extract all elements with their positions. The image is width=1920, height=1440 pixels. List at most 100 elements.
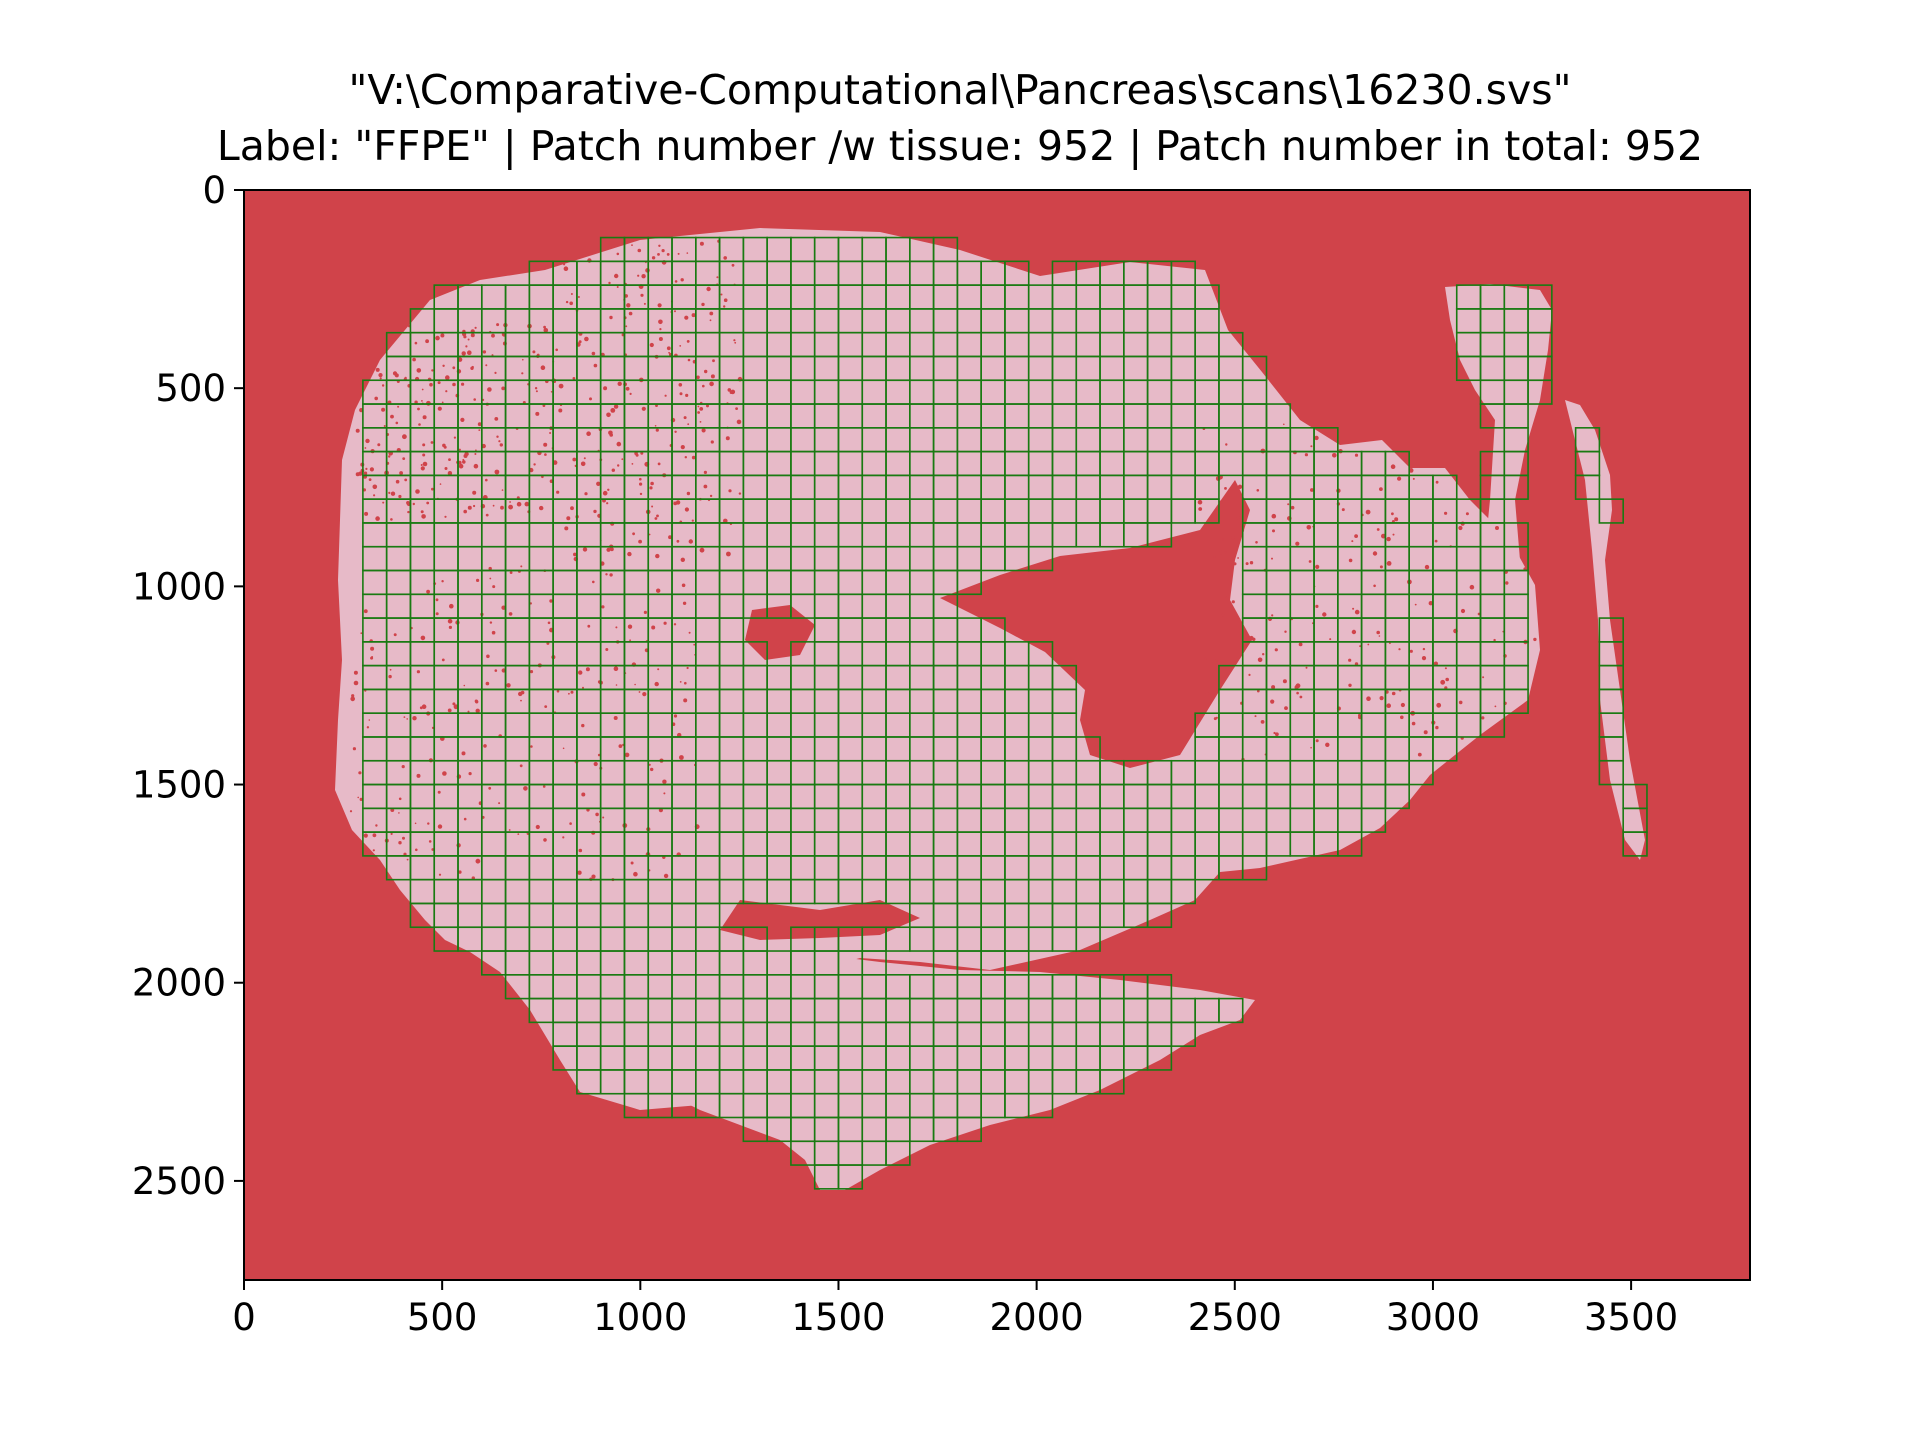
speckle (467, 710, 470, 713)
speckle (1282, 679, 1287, 684)
speckle (501, 668, 506, 673)
speckle (1325, 742, 1330, 747)
speckle (591, 874, 596, 879)
speckle (1237, 557, 1239, 559)
speckle (1436, 702, 1442, 708)
speckle (439, 483, 442, 485)
speckle (640, 293, 644, 297)
speckle (463, 509, 468, 514)
speckle (1257, 689, 1260, 693)
speckle (564, 526, 569, 531)
speckle (626, 303, 631, 308)
speckle (702, 384, 705, 388)
speckle (426, 589, 430, 594)
speckle (1304, 453, 1308, 457)
speckle (706, 286, 711, 292)
speckle (582, 686, 584, 689)
speckle (476, 578, 480, 583)
speckle (655, 404, 658, 407)
speckle (1412, 477, 1415, 480)
speckle (583, 457, 586, 460)
speckle (417, 407, 420, 411)
patch-cell (1194, 498, 1220, 524)
speckle (473, 504, 476, 508)
speckle (613, 404, 619, 409)
speckle (659, 328, 662, 331)
speckle (1348, 683, 1352, 687)
speckle (518, 691, 523, 697)
speckle (676, 539, 680, 543)
speckle (674, 310, 676, 313)
speckle (1417, 752, 1422, 757)
speckle (1295, 683, 1301, 689)
speckle (686, 252, 689, 254)
speckle (534, 387, 538, 390)
speckle (617, 381, 622, 386)
speckle (1386, 536, 1391, 542)
x-tick-label: 2500 (1188, 1296, 1282, 1339)
speckle (563, 266, 569, 272)
speckle (457, 357, 463, 362)
speckle (544, 453, 547, 456)
speckle (709, 311, 714, 316)
speckle (699, 241, 704, 246)
speckle (555, 348, 558, 352)
speckle (1422, 647, 1426, 651)
speckle (651, 505, 654, 508)
speckle (458, 448, 461, 451)
speckle (431, 369, 434, 372)
speckle (654, 425, 657, 427)
speckle (1376, 528, 1380, 531)
speckle (1270, 699, 1275, 704)
speckle (420, 464, 423, 466)
speckle (442, 443, 446, 448)
speckle (703, 484, 708, 489)
speckle (712, 359, 715, 363)
speckle (388, 491, 391, 494)
speckle (1315, 604, 1319, 609)
speckle (372, 833, 377, 838)
speckle (637, 274, 640, 277)
patch-cell (885, 1140, 911, 1166)
speckle (655, 553, 660, 559)
patch-cell (1408, 759, 1434, 786)
speckle (648, 533, 651, 536)
speckle (723, 298, 728, 303)
speckle (543, 328, 549, 333)
speckle (1424, 564, 1430, 570)
speckle (655, 428, 659, 432)
speckle (1296, 691, 1299, 695)
speckle (449, 603, 454, 609)
patch-cell (1479, 712, 1506, 738)
speckle (631, 244, 633, 247)
speckle (668, 535, 672, 540)
speckle (458, 870, 462, 874)
speckle (1271, 685, 1276, 690)
speckle (587, 624, 591, 628)
speckle (593, 363, 598, 368)
speckle (603, 386, 608, 391)
speckle (605, 573, 608, 576)
y-tick-label: 500 (155, 367, 226, 410)
speckle (1341, 508, 1345, 512)
patch-cell (1146, 902, 1173, 929)
speckle (1386, 703, 1391, 708)
speckle (638, 691, 641, 693)
speckle (1460, 608, 1466, 614)
speckle (627, 551, 632, 557)
speckle (606, 502, 609, 505)
speckle (577, 870, 582, 875)
speckle (615, 626, 618, 629)
speckle (486, 654, 490, 659)
speckle (706, 404, 709, 408)
speckle (397, 405, 400, 408)
speckle (656, 588, 661, 593)
patch-cell (1146, 522, 1173, 548)
speckle (415, 848, 418, 852)
speckle (685, 393, 689, 397)
speckle (372, 849, 375, 852)
speckle (581, 723, 585, 728)
speckle (414, 822, 417, 825)
x-tick-label: 0 (232, 1296, 256, 1339)
speckle (389, 668, 392, 671)
